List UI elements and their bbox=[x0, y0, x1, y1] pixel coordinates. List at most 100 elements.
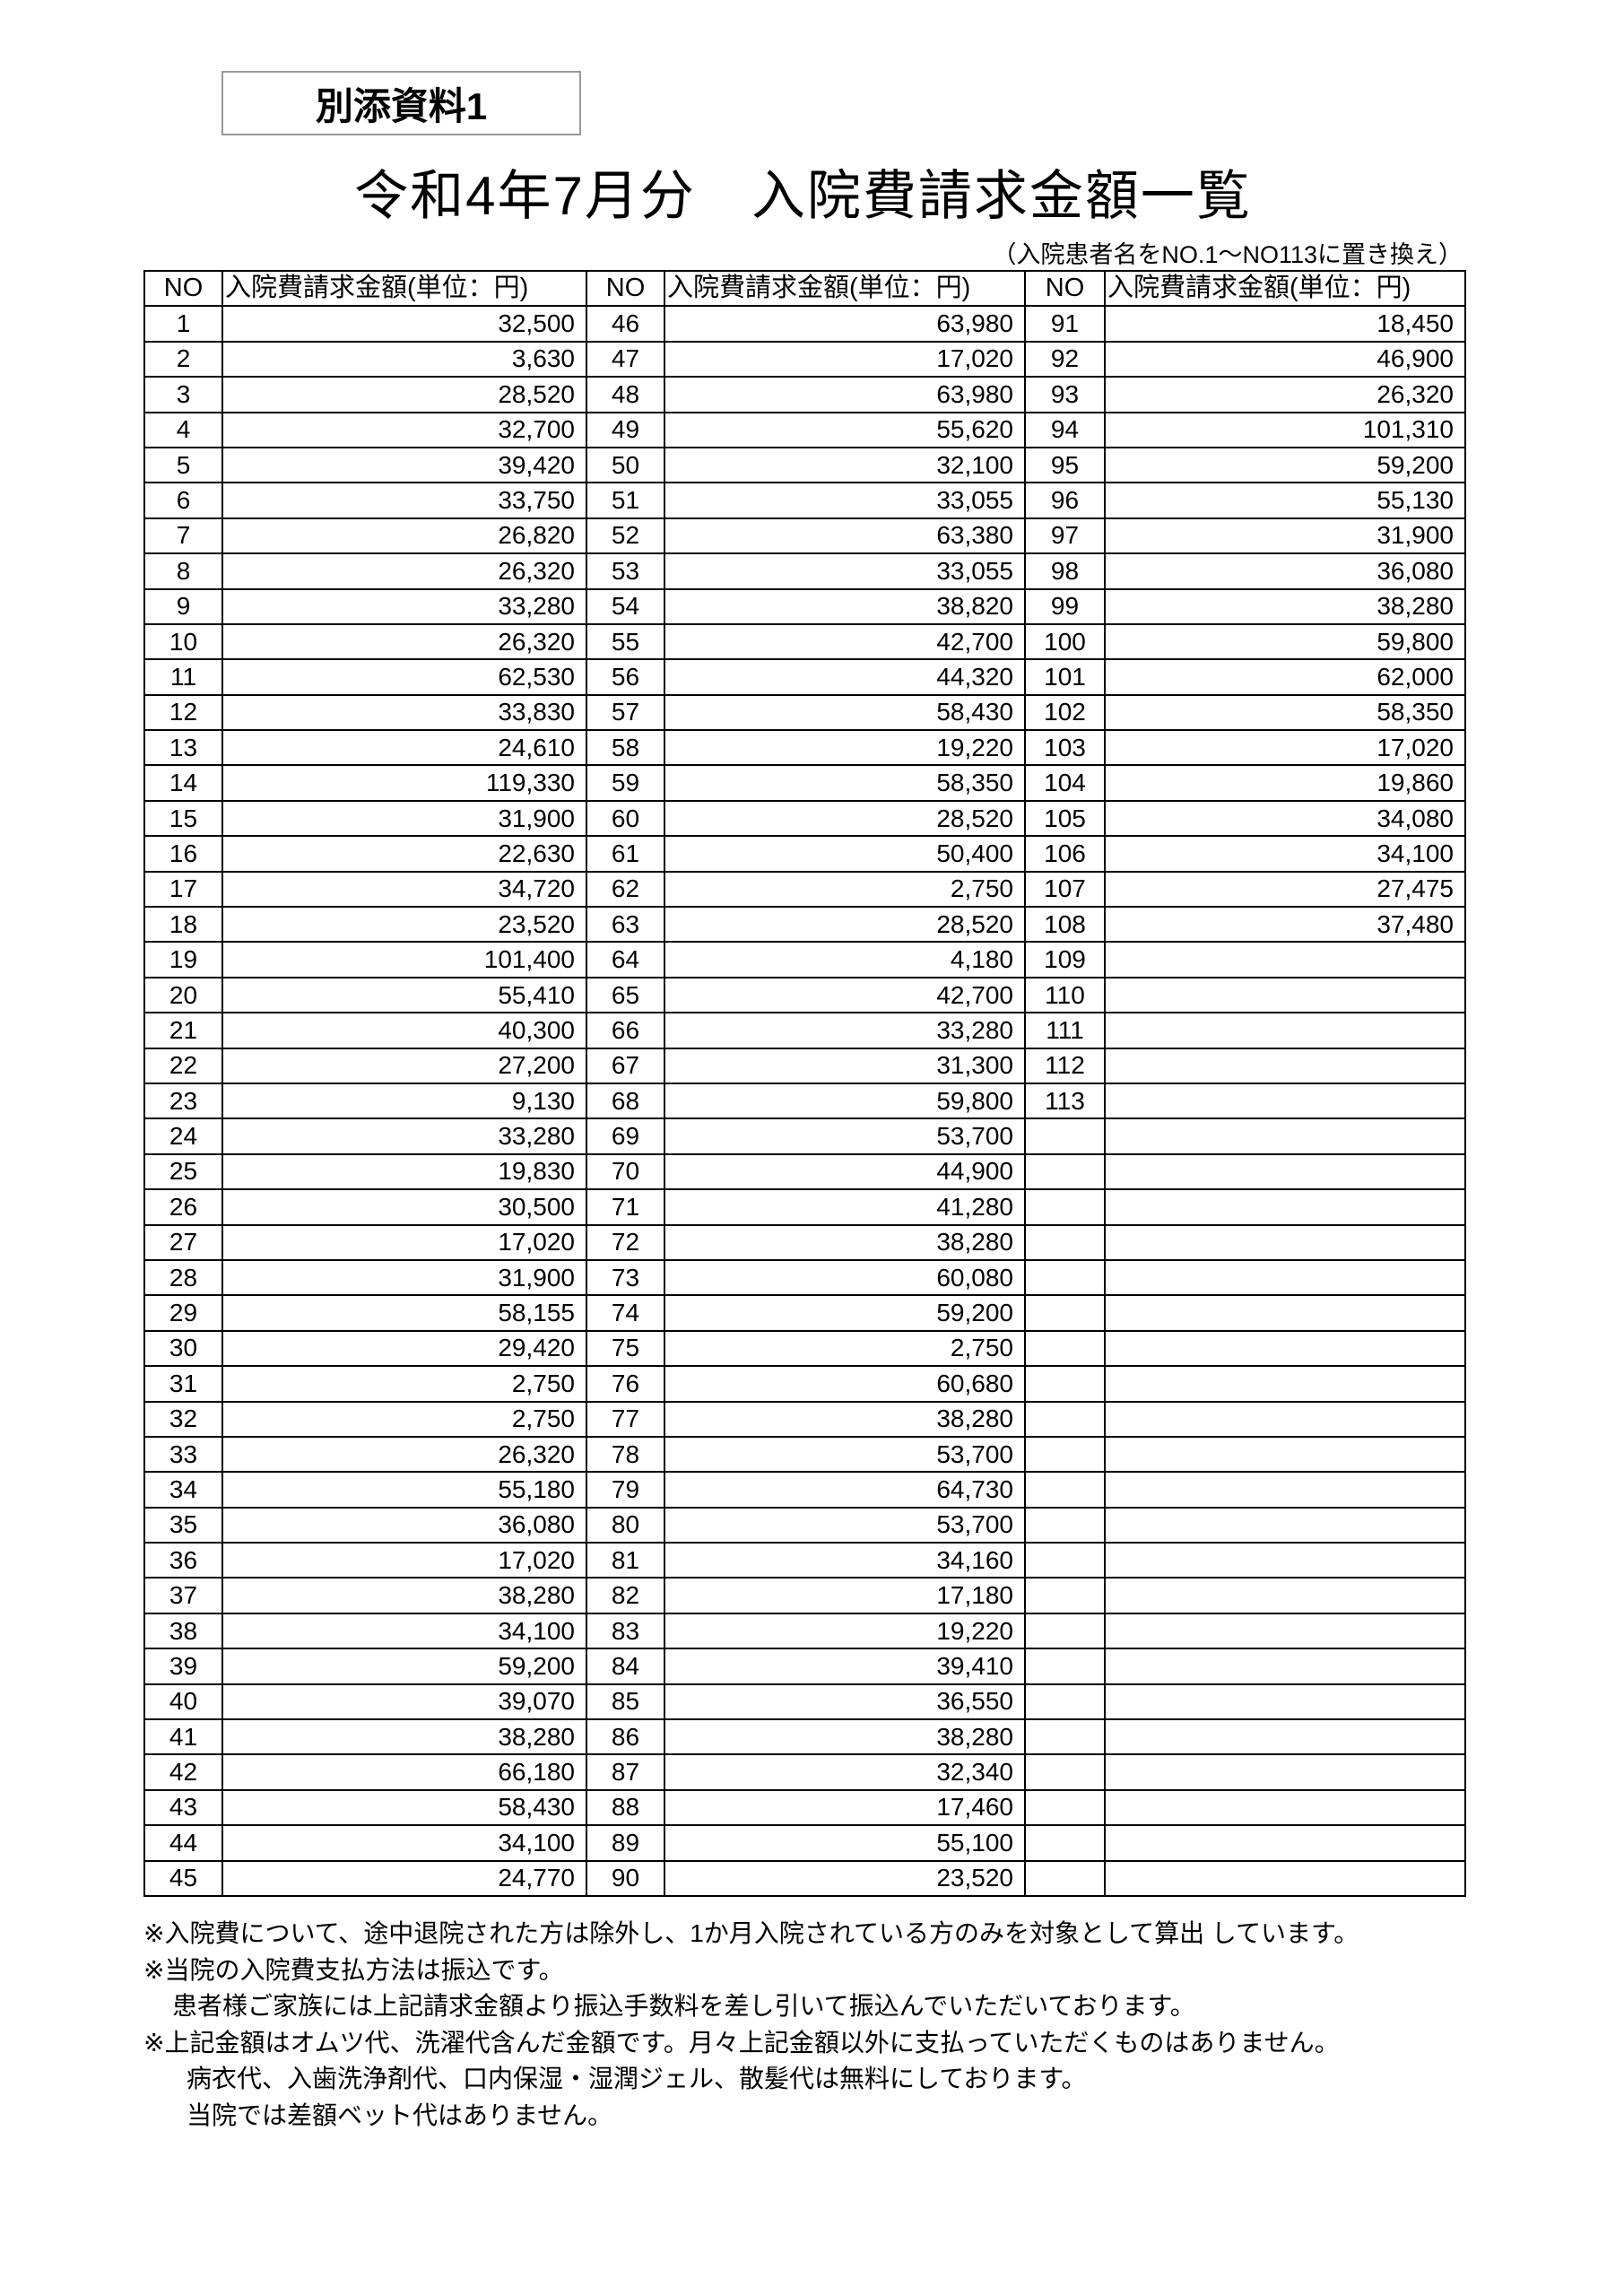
patient-no-cell: 81 bbox=[586, 1542, 665, 1579]
patient-no-cell: 99 bbox=[1024, 587, 1106, 625]
patient-no-cell: 30 bbox=[143, 1329, 223, 1368]
patient-no-cell bbox=[1024, 1365, 1106, 1403]
patient-no-cell: 67 bbox=[586, 1047, 665, 1084]
amount-cell: 38,280 bbox=[664, 1400, 1026, 1438]
amount-cell: 2,750 bbox=[221, 1365, 587, 1403]
amount-cell: 31,300 bbox=[664, 1047, 1026, 1084]
page-subtitle: （入院患者名をNO.1～NO113に置き換え） bbox=[992, 241, 1463, 268]
table-row: 4 32,700 49 55,620 94 101,310 bbox=[143, 411, 1466, 448]
table-row: 29 58,155 74 59,200 bbox=[143, 1294, 1466, 1332]
patient-no-cell: 71 bbox=[586, 1188, 665, 1226]
patient-no-cell bbox=[1024, 1577, 1106, 1614]
amount-cell: 38,280 bbox=[664, 1223, 1026, 1261]
patient-no-cell: 10 bbox=[143, 622, 223, 661]
patient-no-cell: 97 bbox=[1024, 517, 1106, 555]
patient-no-cell: 59 bbox=[586, 764, 665, 802]
amount-cell: 44,320 bbox=[664, 658, 1026, 696]
amount-cell bbox=[1104, 1012, 1466, 1049]
amount-cell bbox=[1104, 1753, 1466, 1791]
amount-cell: 63,380 bbox=[664, 517, 1026, 555]
amount-cell bbox=[1104, 1683, 1466, 1721]
table-row: 34 55,180 79 64,730 bbox=[143, 1471, 1466, 1509]
patient-no-cell: 55 bbox=[586, 622, 665, 661]
amount-cell: 19,860 bbox=[1104, 764, 1466, 802]
patient-no-cell: 29 bbox=[143, 1294, 223, 1332]
amount-cell: 24,610 bbox=[221, 729, 587, 767]
patient-no-cell bbox=[1024, 1152, 1106, 1191]
patient-no-cell: 100 bbox=[1024, 622, 1106, 661]
patient-no-cell: 84 bbox=[586, 1648, 665, 1685]
amount-cell: 38,280 bbox=[1104, 587, 1466, 625]
amount-cell: 58,430 bbox=[664, 693, 1026, 732]
note-line: 病衣代、入歯洗浄剤代、口内保湿・湿潤ジェル、散髪代は無料にしております。 bbox=[187, 2065, 1087, 2092]
amount-cell: 32,100 bbox=[664, 446, 1026, 484]
patient-no-cell: 104 bbox=[1024, 764, 1106, 802]
amount-cell bbox=[1104, 1506, 1466, 1544]
amount-cell: 58,350 bbox=[664, 764, 1026, 802]
amount-cell: 33,055 bbox=[664, 552, 1026, 590]
amount-cell: 31,900 bbox=[221, 799, 587, 838]
header-amount: 入院費請求金額(単位：円) bbox=[664, 269, 1026, 308]
attachment-label: 別添資料1 bbox=[221, 71, 581, 135]
amount-cell: 53,700 bbox=[664, 1435, 1026, 1474]
patient-no-cell: 42 bbox=[143, 1753, 223, 1791]
amount-cell: 55,130 bbox=[1104, 482, 1466, 519]
amount-cell bbox=[1104, 941, 1466, 978]
patient-no-cell: 3 bbox=[143, 376, 223, 413]
table-row: 40 39,070 85 36,550 bbox=[143, 1683, 1466, 1721]
table-row: 6 33,750 51 33,055 96 55,130 bbox=[143, 482, 1466, 519]
patient-no-cell bbox=[1024, 1188, 1106, 1226]
amount-cell: 3,630 bbox=[221, 340, 587, 378]
patient-no-cell: 51 bbox=[586, 482, 665, 519]
patient-no-cell: 37 bbox=[143, 1577, 223, 1614]
amount-cell: 29,420 bbox=[221, 1329, 587, 1368]
amount-cell: 34,100 bbox=[221, 1824, 587, 1862]
patient-no-cell: 92 bbox=[1024, 340, 1106, 378]
amount-cell: 58,430 bbox=[221, 1788, 587, 1827]
amount-cell: 36,550 bbox=[664, 1683, 1026, 1721]
patient-no-cell: 68 bbox=[586, 1082, 665, 1120]
amount-cell: 23,520 bbox=[664, 1859, 1026, 1897]
patient-no-cell bbox=[1024, 1294, 1106, 1332]
patient-no-cell bbox=[1024, 1118, 1106, 1155]
amount-cell: 32,340 bbox=[664, 1753, 1026, 1791]
patient-no-cell: 6 bbox=[143, 482, 223, 519]
table-row: 10 26,320 55 42,700 100 59,800 bbox=[143, 622, 1466, 661]
patient-no-cell: 18 bbox=[143, 906, 223, 944]
amount-cell: 63,980 bbox=[664, 376, 1026, 413]
patient-no-cell: 20 bbox=[143, 976, 223, 1014]
patient-no-cell: 15 bbox=[143, 799, 223, 838]
amount-cell: 55,620 bbox=[664, 411, 1026, 448]
amount-cell: 37,480 bbox=[1104, 906, 1466, 944]
amount-cell: 2,750 bbox=[664, 1329, 1026, 1368]
table-row: 12 33,830 57 58,430 102 58,350 bbox=[143, 693, 1466, 732]
amount-cell: 39,410 bbox=[664, 1648, 1026, 1685]
table-row: 43 58,430 88 17,460 bbox=[143, 1788, 1466, 1827]
patient-no-cell: 32 bbox=[143, 1400, 223, 1438]
amount-cell: 9,130 bbox=[221, 1082, 587, 1120]
table-header-row: NO 入院費請求金額(単位：円) NO 入院費請求金額(単位：円) NO 入院費… bbox=[143, 269, 1466, 308]
amount-cell bbox=[1104, 1859, 1466, 1897]
amount-cell bbox=[1104, 1152, 1466, 1191]
amount-cell: 26,820 bbox=[221, 517, 587, 555]
amount-cell: 101,310 bbox=[1104, 411, 1466, 448]
amount-cell bbox=[1104, 1612, 1466, 1650]
amount-cell: 28,520 bbox=[664, 799, 1026, 838]
table-row: 21 40,300 66 33,280 111 bbox=[143, 1012, 1466, 1049]
patient-no-cell: 61 bbox=[586, 835, 665, 873]
amount-cell: 38,820 bbox=[664, 587, 1026, 625]
patient-no-cell: 4 bbox=[143, 411, 223, 448]
patient-no-cell bbox=[1024, 1683, 1106, 1721]
patient-no-cell: 69 bbox=[586, 1118, 665, 1155]
amount-cell: 60,080 bbox=[664, 1258, 1026, 1297]
amount-cell: 17,020 bbox=[221, 1223, 587, 1261]
amount-cell: 55,180 bbox=[221, 1471, 587, 1509]
patient-no-cell: 45 bbox=[143, 1859, 223, 1897]
patient-no-cell: 101 bbox=[1024, 658, 1106, 696]
table-row: 41 38,280 86 38,280 bbox=[143, 1718, 1466, 1756]
header-no: NO bbox=[1024, 269, 1106, 308]
patient-no-cell: 90 bbox=[586, 1859, 665, 1897]
amount-cell bbox=[1104, 1188, 1466, 1226]
table-row: 36 17,020 81 34,160 bbox=[143, 1542, 1466, 1579]
patient-no-cell: 87 bbox=[586, 1753, 665, 1791]
